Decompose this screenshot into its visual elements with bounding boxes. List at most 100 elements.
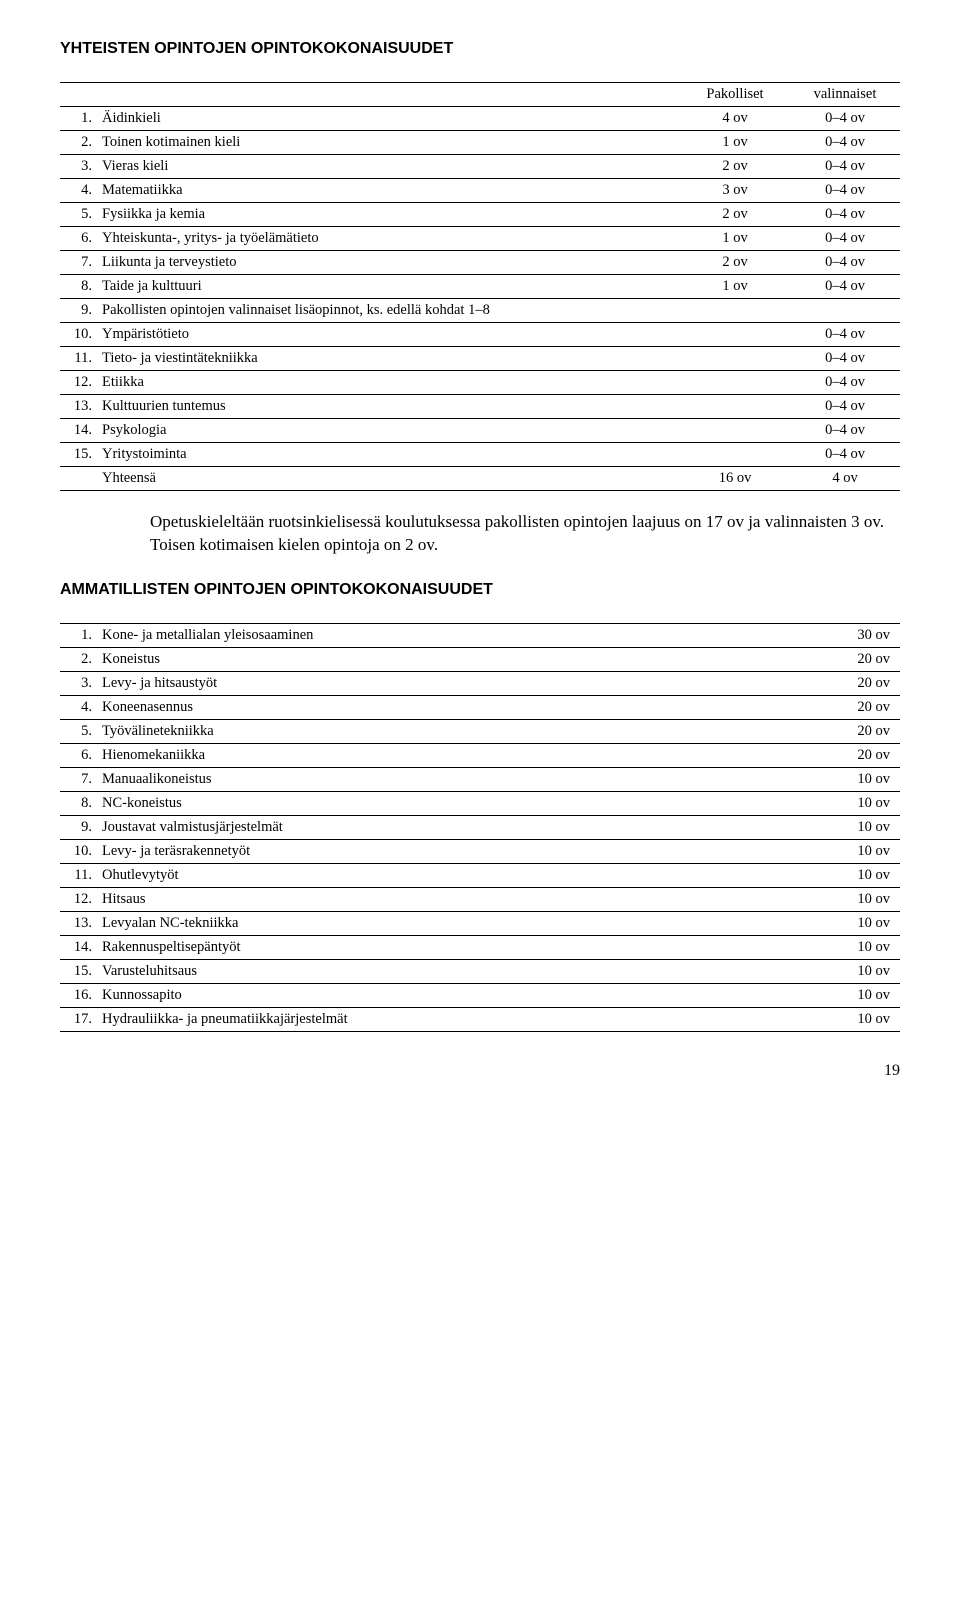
row-value: 10 ov (810, 839, 900, 863)
table-row: 15.Varusteluhitsaus10 ov (60, 959, 900, 983)
row-value: 30 ov (810, 623, 900, 647)
row-number: 12. (60, 371, 98, 395)
total-c2: 4 ov (790, 467, 900, 491)
row-c2: 0–4 ov (790, 203, 900, 227)
row-c1 (680, 323, 790, 347)
row-number: 9. (60, 815, 98, 839)
row-label: Levy- ja hitsaustyöt (98, 671, 810, 695)
row-number: 5. (60, 203, 98, 227)
row-label: Taide ja kulttuuri (98, 275, 680, 299)
row-label: Manuaalikoneistus (98, 767, 810, 791)
row-label: Ohutlevytyöt (98, 863, 810, 887)
section-heading-2: AMMATILLISTEN OPINTOJEN OPINTOKOKONAISUU… (60, 581, 900, 599)
table-row: 8.Taide ja kulttuuri1 ov0–4 ov (60, 275, 900, 299)
row-number: 14. (60, 419, 98, 443)
row-c1 (680, 443, 790, 467)
row-c1: 1 ov (680, 227, 790, 251)
row-label: Koneistus (98, 647, 810, 671)
table-total-row: Yhteensä 16 ov 4 ov (60, 467, 900, 491)
total-c1: 16 ov (680, 467, 790, 491)
row-label: Levyalan NC-tekniikka (98, 911, 810, 935)
row-number: 11. (60, 347, 98, 371)
header-blank (60, 83, 98, 107)
row-label: Varusteluhitsaus (98, 959, 810, 983)
row-label: Kulttuurien tuntemus (98, 395, 680, 419)
row-number: 3. (60, 671, 98, 695)
table-row: 6.Hienomekaniikka20 ov (60, 743, 900, 767)
table-row: 6.Yhteiskunta-, yritys- ja työelämätieto… (60, 227, 900, 251)
table-row: 3.Vieras kieli2 ov0–4 ov (60, 155, 900, 179)
row-c2: 0–4 ov (790, 419, 900, 443)
table-row: 2.Toinen kotimainen kieli1 ov0–4 ov (60, 131, 900, 155)
table-row: 14.Psykologia 0–4 ov (60, 419, 900, 443)
row-label: Tieto- ja viestintätekniikka (98, 347, 680, 371)
table-row: 7.Manuaalikoneistus10 ov (60, 767, 900, 791)
row-label: Hydrauliikka- ja pneumatiikkajärjestelmä… (98, 1007, 810, 1031)
row-number: 15. (60, 959, 98, 983)
row-c2 (790, 299, 900, 323)
header-blank (98, 83, 680, 107)
row-value: 10 ov (810, 887, 900, 911)
body-paragraph: Opetuskieleltään ruotsinkielisessä koulu… (150, 511, 900, 557)
row-label: Toinen kotimainen kieli (98, 131, 680, 155)
row-label: Fysiikka ja kemia (98, 203, 680, 227)
table-row: 1.Kone- ja metallialan yleisosaaminen30 … (60, 623, 900, 647)
row-label: Kunnossapito (98, 983, 810, 1007)
table-row: 10.Levy- ja teräsrakennetyöt10 ov (60, 839, 900, 863)
row-number: 14. (60, 935, 98, 959)
row-c2: 0–4 ov (790, 275, 900, 299)
row-label: Ympäristötieto (98, 323, 680, 347)
row-value: 20 ov (810, 695, 900, 719)
row-label: NC-koneistus (98, 791, 810, 815)
table-row: 9.Pakollisten opintojen valinnaiset lisä… (60, 299, 900, 323)
row-label: Vieras kieli (98, 155, 680, 179)
row-c1: 3 ov (680, 179, 790, 203)
row-c1 (680, 347, 790, 371)
row-value: 10 ov (810, 815, 900, 839)
row-c2: 0–4 ov (790, 347, 900, 371)
row-c1: 1 ov (680, 275, 790, 299)
row-value: 10 ov (810, 983, 900, 1007)
row-label: Koneenasennus (98, 695, 810, 719)
row-number: 2. (60, 647, 98, 671)
row-c2: 0–4 ov (790, 131, 900, 155)
row-number: 16. (60, 983, 98, 1007)
row-number: 4. (60, 179, 98, 203)
row-c2: 0–4 ov (790, 179, 900, 203)
row-number: 7. (60, 251, 98, 275)
row-label: Hitsaus (98, 887, 810, 911)
row-c2: 0–4 ov (790, 107, 900, 131)
row-number: 6. (60, 743, 98, 767)
row-value: 10 ov (810, 791, 900, 815)
row-number: 13. (60, 911, 98, 935)
table-row: 9.Joustavat valmistusjärjestelmät10 ov (60, 815, 900, 839)
row-value: 20 ov (810, 647, 900, 671)
table-row: 4.Matematiikka3 ov0–4 ov (60, 179, 900, 203)
section-heading-1: YHTEISTEN OPINTOJEN OPINTOKOKONAISUUDET (60, 40, 900, 58)
table-row: 17.Hydrauliikka- ja pneumatiikkajärjeste… (60, 1007, 900, 1031)
row-label: Joustavat valmistusjärjestelmät (98, 815, 810, 839)
row-c1: 2 ov (680, 251, 790, 275)
table-row: 8.NC-koneistus10 ov (60, 791, 900, 815)
row-value: 10 ov (810, 959, 900, 983)
total-label: Yhteensä (98, 467, 680, 491)
table-row: 5.Fysiikka ja kemia2 ov0–4 ov (60, 203, 900, 227)
row-value: 10 ov (810, 911, 900, 935)
table-row: 16.Kunnossapito10 ov (60, 983, 900, 1007)
row-number: 5. (60, 719, 98, 743)
cell-blank (60, 467, 98, 491)
row-label: Työvälinetekniikka (98, 719, 810, 743)
row-label: Psykologia (98, 419, 680, 443)
row-label: Matematiikka (98, 179, 680, 203)
row-number: 10. (60, 323, 98, 347)
row-value: 10 ov (810, 1007, 900, 1031)
row-label: Levy- ja teräsrakennetyöt (98, 839, 810, 863)
row-c2: 0–4 ov (790, 323, 900, 347)
row-number: 9. (60, 299, 98, 323)
table-row: 12.Hitsaus10 ov (60, 887, 900, 911)
row-number: 15. (60, 443, 98, 467)
row-label: Rakennuspeltisepäntyöt (98, 935, 810, 959)
row-c1: 2 ov (680, 155, 790, 179)
row-label: Etiikka (98, 371, 680, 395)
row-label: Yhteiskunta-, yritys- ja työelämätieto (98, 227, 680, 251)
